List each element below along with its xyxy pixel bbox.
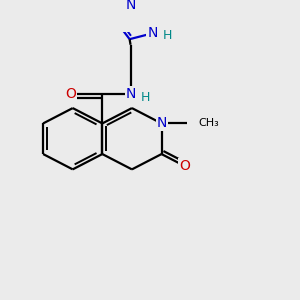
Text: H: H bbox=[141, 91, 150, 104]
Text: N: N bbox=[125, 87, 136, 101]
Text: O: O bbox=[66, 87, 76, 101]
Text: O: O bbox=[179, 159, 190, 173]
Text: N: N bbox=[126, 0, 136, 12]
Text: CH₃: CH₃ bbox=[199, 118, 219, 128]
Text: H: H bbox=[163, 29, 172, 43]
Text: N: N bbox=[156, 116, 167, 130]
Text: N: N bbox=[147, 26, 158, 40]
